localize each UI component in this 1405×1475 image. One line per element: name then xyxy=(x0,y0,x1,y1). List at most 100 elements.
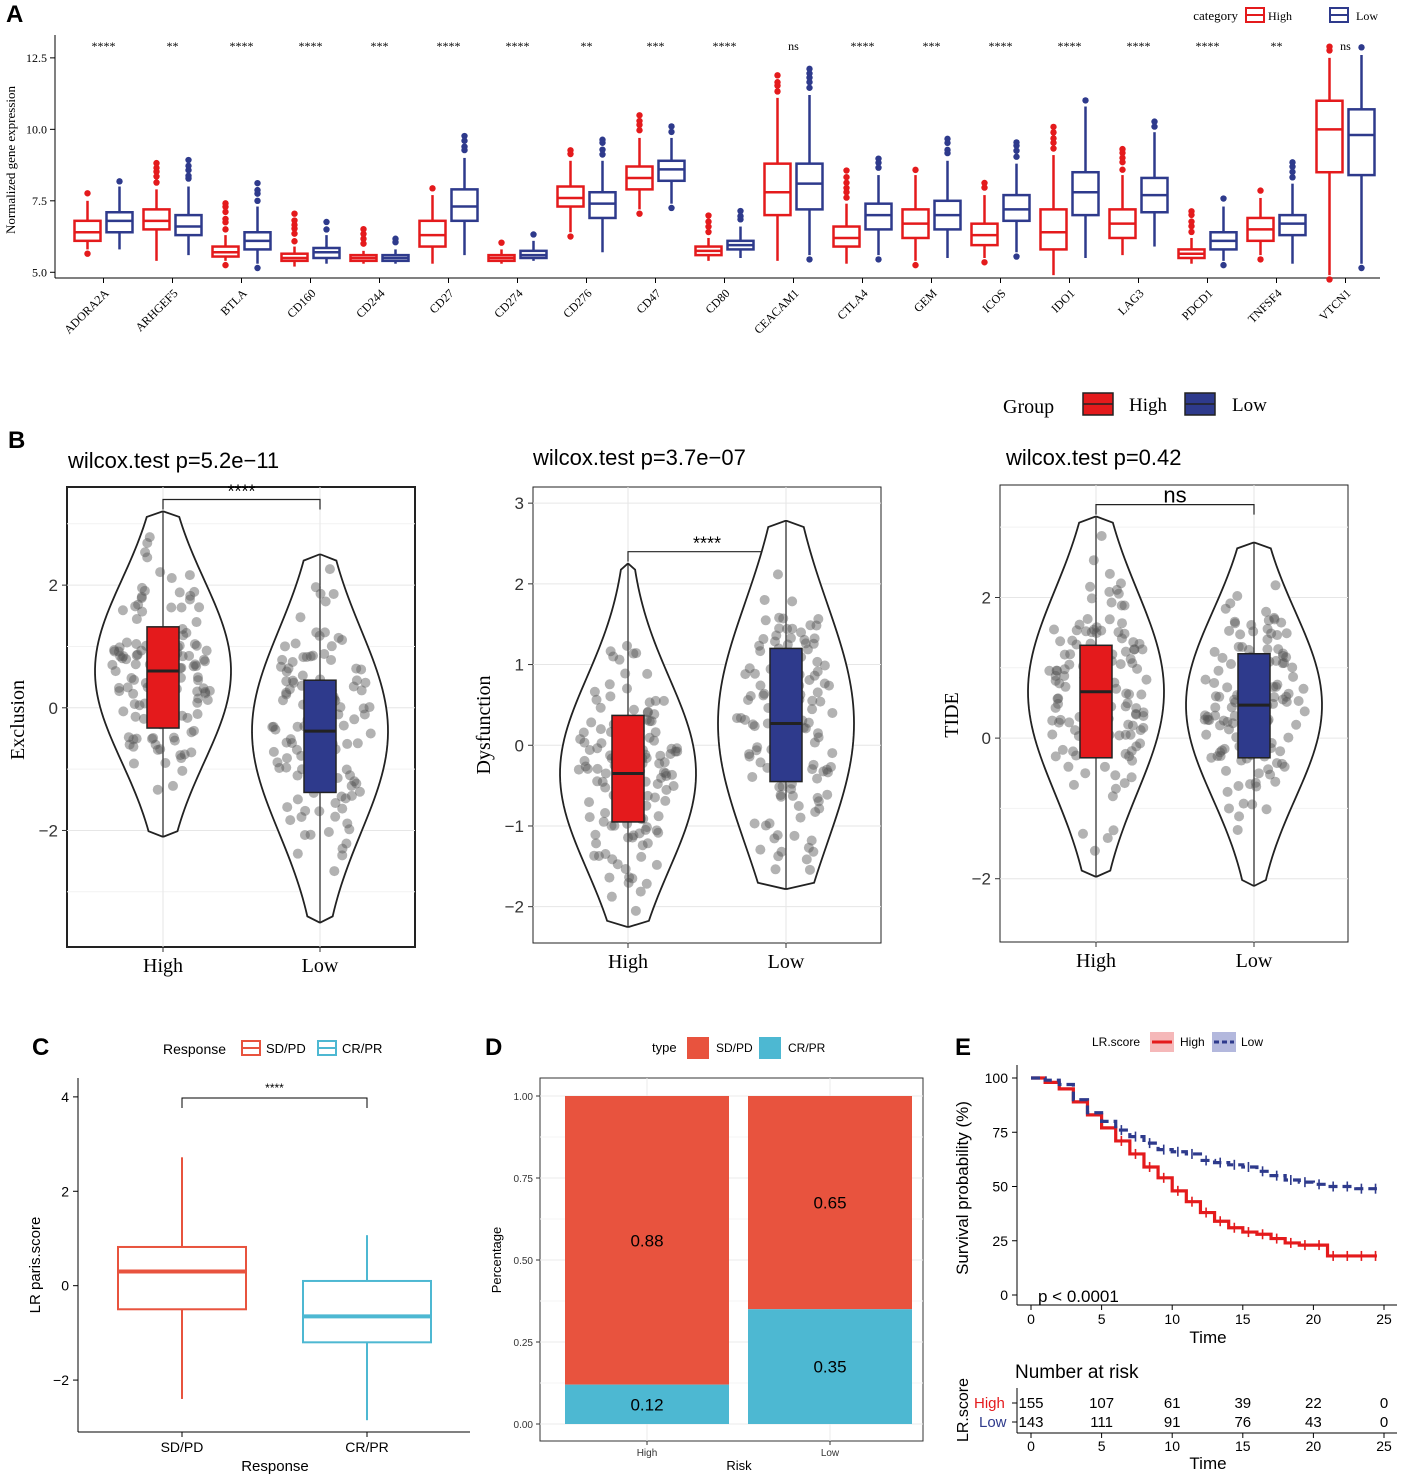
x-tick-label: 10 xyxy=(1164,1311,1180,1327)
x-tick-label: 20 xyxy=(1306,1438,1322,1454)
jitter-point xyxy=(1269,614,1280,625)
jitter-point xyxy=(118,651,129,662)
significance-label: **** xyxy=(265,1081,284,1095)
jitter-point xyxy=(644,732,655,743)
jitter-point xyxy=(641,878,652,889)
jitter-point xyxy=(179,749,190,760)
jitter-point xyxy=(113,646,124,657)
jitter-point xyxy=(326,654,337,665)
jitter-point xyxy=(292,721,303,732)
b2-ylabel: Dysfunction xyxy=(473,676,495,775)
jitter-point xyxy=(193,675,204,686)
panel-e: E LR.score High Low Survival probability… xyxy=(953,1032,1397,1473)
jitter-point xyxy=(822,789,833,800)
jitter-point xyxy=(1262,623,1273,634)
bar-label: 0.65 xyxy=(813,1194,846,1213)
jitter-point xyxy=(1216,745,1227,756)
jitter-point xyxy=(281,676,292,687)
outlier-point xyxy=(185,172,192,180)
x-tick-label: Low xyxy=(821,1448,840,1459)
jitter-point xyxy=(660,768,671,779)
jitter-point xyxy=(653,827,664,838)
jitter-point xyxy=(1127,658,1138,669)
jitter-point xyxy=(644,716,655,727)
jitter-point xyxy=(1134,638,1145,649)
outlier-point xyxy=(806,256,813,263)
x-tick-label: 0 xyxy=(1027,1311,1035,1327)
jitter-point xyxy=(1117,618,1128,629)
x-tick-label: CD244 xyxy=(353,286,387,320)
box xyxy=(146,626,180,729)
jitter-point xyxy=(1277,658,1288,669)
box xyxy=(418,219,447,248)
outlier-point xyxy=(291,217,298,224)
jitter-point xyxy=(608,651,619,662)
jitter-point xyxy=(754,640,765,651)
jitter-point xyxy=(770,636,781,647)
x-tick-label: Low xyxy=(768,951,805,973)
outlier-point xyxy=(1050,129,1057,136)
x-tick-label: PDCD1 xyxy=(1179,286,1216,323)
jitter-point xyxy=(192,686,203,697)
jitter-point xyxy=(277,654,288,665)
jitter-point xyxy=(114,686,125,697)
jitter-point xyxy=(292,794,303,805)
jitter-point xyxy=(1279,658,1290,669)
panel-b-legend-low: Low xyxy=(1232,395,1267,416)
jitter-point xyxy=(184,650,195,661)
box xyxy=(1002,193,1031,223)
jitter-point xyxy=(584,812,595,823)
jitter-point xyxy=(1104,614,1115,625)
jitter-point xyxy=(290,638,301,649)
jitter-point xyxy=(1113,588,1124,599)
outlier-point xyxy=(153,173,160,180)
x-tick-label: LAG3 xyxy=(1115,286,1147,318)
jitter-point xyxy=(814,803,825,814)
jitter-point xyxy=(114,682,125,693)
jitter-point xyxy=(805,620,816,631)
jitter-point xyxy=(1278,648,1289,659)
panel-d-plot: 0.00 0.25 0.50 0.75 1.00 0.88 0.12 High 0.65 0.35… xyxy=(514,1078,923,1459)
jitter-point xyxy=(749,721,760,732)
jitter-point xyxy=(1281,628,1292,639)
panel-e-risk-table: 155 107 61 39 22 0 143 111 91 76 43 0 0 5 10 15 20 25 xyxy=(1012,1395,1392,1454)
outlier-point xyxy=(530,231,537,238)
jitter-point xyxy=(1136,689,1147,700)
jitter-point xyxy=(593,850,604,861)
outlier-point xyxy=(875,155,882,162)
jitter-point xyxy=(268,746,279,757)
jitter-point xyxy=(1071,625,1082,636)
jitter-point xyxy=(1102,833,1113,844)
jitter-point xyxy=(1074,619,1085,630)
significance-label: ** xyxy=(167,39,179,53)
outlier-point xyxy=(291,210,298,217)
jitter-point xyxy=(580,761,591,772)
jitter-point xyxy=(1218,715,1229,726)
jitter-point xyxy=(586,717,597,728)
jitter-point xyxy=(642,706,653,717)
panel-a: A category High Low Normalized gene expr… xyxy=(3,1,1380,337)
jitter-point xyxy=(1229,694,1240,705)
jitter-point xyxy=(349,714,360,725)
jitter-point xyxy=(592,743,603,754)
jitter-point xyxy=(776,846,787,857)
x-tick-label: Low xyxy=(302,955,339,977)
jitter-point xyxy=(311,627,322,638)
jitter-point xyxy=(759,688,770,699)
jitter-point xyxy=(1106,597,1117,608)
jitter-point xyxy=(337,803,348,814)
jitter-point xyxy=(1050,675,1061,686)
outlier-point xyxy=(1289,174,1296,181)
box xyxy=(1347,108,1376,177)
x-tick-label: GEM xyxy=(911,286,940,315)
jitter-point xyxy=(591,694,602,705)
jitter-point xyxy=(760,615,771,626)
b3-ylabel: TIDE xyxy=(941,692,963,738)
jitter-point xyxy=(198,683,209,694)
jitter-point xyxy=(201,645,212,656)
jitter-point xyxy=(623,877,634,888)
x-tick-label: CD80 xyxy=(702,286,732,316)
panel-d-xlabel: Risk xyxy=(726,1458,752,1473)
jitter-point xyxy=(635,886,646,897)
y-tick-label: 2 xyxy=(61,1183,69,1199)
